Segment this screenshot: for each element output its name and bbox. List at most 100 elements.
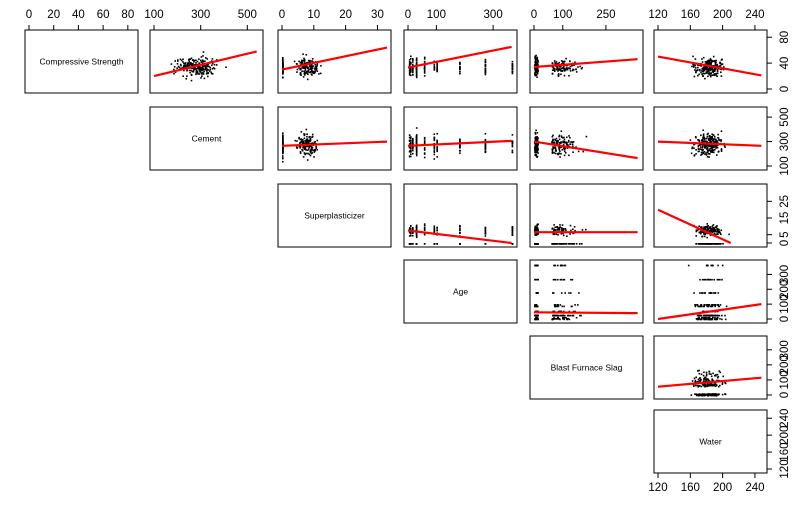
data-point <box>433 227 436 229</box>
data-point <box>570 229 572 232</box>
data-point <box>715 59 717 62</box>
data-point <box>410 147 412 150</box>
panel-compressive-strength-vs-cement <box>149 29 264 94</box>
data-point <box>715 233 717 236</box>
data-point <box>202 65 204 68</box>
data-point <box>693 75 696 78</box>
data-point <box>184 63 186 65</box>
top-tick-label-superplasticizer: 30 <box>371 9 384 21</box>
data-point <box>704 146 706 148</box>
data-point <box>720 68 723 71</box>
data-point <box>296 71 298 73</box>
data-point <box>536 230 539 232</box>
data-point <box>696 304 698 306</box>
data-point <box>423 69 426 71</box>
data-point <box>423 149 426 151</box>
diagonal-label-age: Age <box>453 287 468 297</box>
data-point <box>695 235 697 237</box>
data-point <box>436 69 438 71</box>
data-point <box>718 138 720 141</box>
data-point <box>697 66 699 69</box>
data-point <box>710 72 712 74</box>
data-point <box>717 243 719 245</box>
data-point <box>713 229 715 231</box>
data-point <box>415 71 418 73</box>
data-point <box>709 383 711 386</box>
data-point <box>208 65 210 68</box>
data-point <box>716 154 718 156</box>
data-point <box>701 73 703 75</box>
data-point <box>569 65 572 68</box>
data-point <box>536 76 538 78</box>
data-point <box>699 292 701 294</box>
data-point <box>704 385 706 387</box>
data-point <box>408 65 411 67</box>
data-point <box>555 226 557 228</box>
data-point <box>189 58 191 60</box>
data-point <box>303 152 306 154</box>
data-point <box>415 236 418 239</box>
data-point <box>704 378 706 380</box>
top-tick-label-cement: 500 <box>238 9 257 21</box>
data-point <box>534 151 536 153</box>
data-point <box>554 264 557 267</box>
data-point <box>569 136 571 139</box>
data-point <box>695 71 697 73</box>
data-point <box>315 147 318 149</box>
data-point <box>715 318 717 321</box>
data-point <box>313 68 316 70</box>
data-point <box>179 58 182 61</box>
data-point <box>196 70 199 73</box>
data-point <box>433 243 436 245</box>
data-point <box>410 70 412 72</box>
data-point <box>211 73 214 75</box>
data-point <box>700 393 702 396</box>
top-tick-label-blast-furnace-slag: 0 <box>531 9 537 21</box>
data-point <box>189 63 191 66</box>
data-point <box>537 223 539 225</box>
data-point <box>536 228 539 230</box>
data-point <box>558 142 561 144</box>
bottom-tick-label-water: 160 <box>681 482 700 494</box>
top-tick-label-cement: 300 <box>191 9 210 21</box>
data-point <box>709 234 712 236</box>
data-point <box>535 316 537 319</box>
data-point <box>693 292 695 294</box>
panel-superplasticizer-vs-age <box>403 183 518 248</box>
data-point <box>699 148 702 150</box>
data-point <box>711 278 713 281</box>
data-point <box>433 139 436 142</box>
top-tick-label-blast-furnace-slag: 250 <box>596 9 615 21</box>
data-point <box>557 305 560 308</box>
data-point <box>717 314 719 317</box>
data-point <box>565 67 568 69</box>
data-point <box>459 227 461 230</box>
data-point <box>709 318 712 321</box>
data-point <box>534 64 537 66</box>
data-point <box>566 235 568 237</box>
data-point <box>563 150 566 153</box>
data-point <box>309 61 312 63</box>
fit-line-compressive-strength-vs-blast-furnace-slag <box>533 58 638 69</box>
data-point <box>558 229 560 231</box>
data-point <box>716 75 718 78</box>
data-point <box>307 59 310 62</box>
data-point <box>692 64 695 66</box>
data-point <box>724 146 726 148</box>
data-point <box>303 58 306 61</box>
data-point <box>179 63 182 66</box>
data-point <box>720 139 723 141</box>
right-tick-label-water: 120 <box>779 459 791 478</box>
data-point <box>433 158 436 160</box>
data-point <box>562 66 565 68</box>
right-tick-label-age: 300 <box>779 265 791 284</box>
data-point <box>699 146 702 148</box>
data-point <box>459 152 461 154</box>
data-point <box>703 228 706 230</box>
data-point <box>511 68 514 70</box>
data-point <box>718 65 721 67</box>
data-point <box>211 68 214 70</box>
data-point <box>702 137 705 139</box>
data-point <box>311 74 313 76</box>
data-point <box>717 292 720 294</box>
